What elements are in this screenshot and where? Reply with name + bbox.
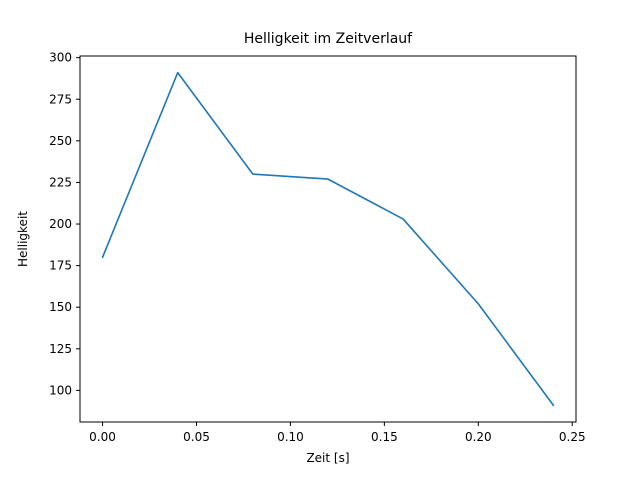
plot-area bbox=[80, 56, 576, 422]
axes-spines bbox=[79, 55, 577, 423]
data-line bbox=[101, 71, 555, 407]
x-tick-label: 0.00 bbox=[89, 430, 116, 444]
y-tick-label: 225 bbox=[49, 175, 72, 189]
x-tick-label: 0.05 bbox=[183, 430, 210, 444]
y-tick-label: 150 bbox=[49, 300, 72, 314]
y-tick-label: 300 bbox=[49, 51, 72, 65]
data-series bbox=[101, 71, 555, 407]
y-tick-label: 125 bbox=[49, 342, 72, 356]
x-axis-ticks: 0.00 0.05 0.10 0.15 0.20 0.25 bbox=[89, 422, 586, 444]
chart-title: Helligkeit im Zeitverlauf bbox=[244, 31, 413, 47]
x-tick-label: 0.20 bbox=[465, 430, 492, 444]
y-tick-label: 275 bbox=[49, 92, 72, 106]
x-tick-label: 0.10 bbox=[277, 430, 304, 444]
x-tick-label: 0.15 bbox=[371, 430, 398, 444]
y-tick-label: 100 bbox=[49, 383, 72, 397]
y-tick-label: 175 bbox=[49, 259, 72, 273]
y-tick-label: 250 bbox=[49, 134, 72, 148]
x-axis-label: Zeit [s] bbox=[306, 451, 349, 465]
y-axis-ticks: 100 125 150 175 200 225 250 275 300 bbox=[49, 51, 80, 397]
x-tick-label: 0.25 bbox=[559, 430, 586, 444]
y-axis-label: Helligkeit bbox=[16, 211, 30, 267]
y-tick-label: 200 bbox=[49, 217, 72, 231]
